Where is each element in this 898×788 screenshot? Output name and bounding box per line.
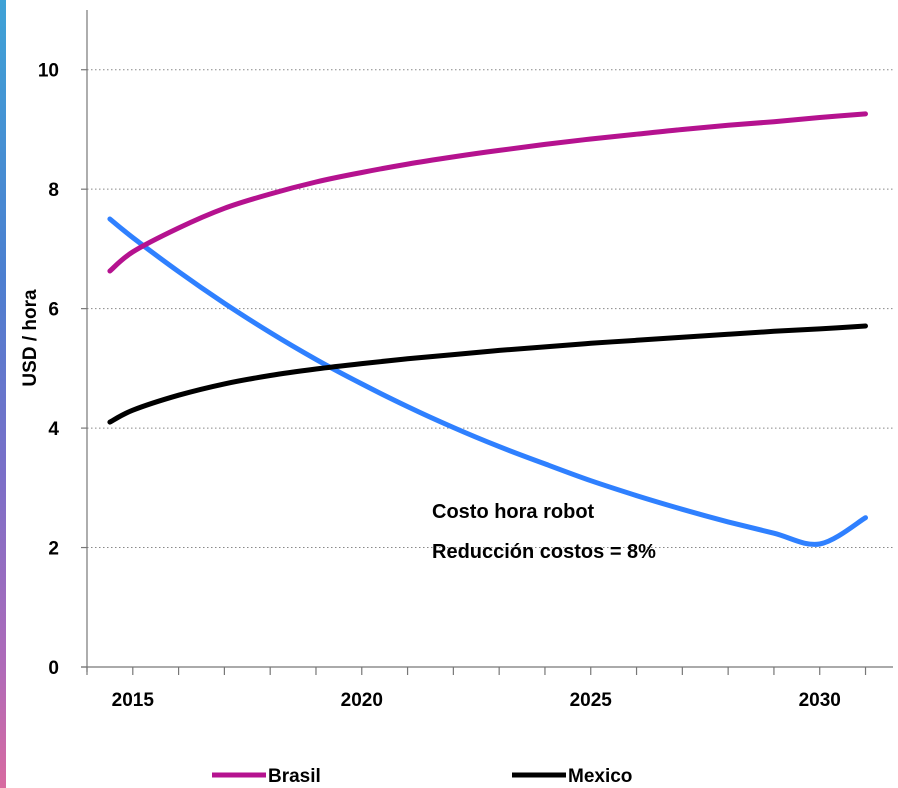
legend-label-mexico: Mexico [568,766,632,787]
y-tick-label: 6 [48,300,59,321]
annotation-line-1: Costo hora robot [432,501,595,523]
y-axis-label: USD / hora [20,289,41,387]
annotation-line-2: Reducción costos = 8% [432,541,656,563]
series-lines [107,111,868,547]
x-tick-label: 2020 [341,690,383,711]
y-tick-label: 4 [48,419,59,440]
grid-lines [87,69,893,549]
y-tick-label: 10 [38,61,59,82]
legend-label-brasil: Brasil [268,766,321,787]
x-tick-label: 2030 [799,690,841,711]
legend: Brasil Mexico [212,766,632,787]
series-line-brasil [107,111,868,274]
x-tick-label: 2015 [112,690,155,711]
tick-labels: 0 2 4 6 8 10 2015 2020 2025 2030 [38,61,841,711]
y-tick-label: 2 [48,539,59,560]
y-tick-label: 0 [48,658,59,679]
y-tick-label: 8 [48,180,59,201]
axes [81,10,893,675]
series-line-robot-cost [107,216,868,547]
x-tick-label: 2025 [570,690,613,711]
series-line-mexico [107,323,868,425]
decorative-edge-strip [0,0,6,788]
